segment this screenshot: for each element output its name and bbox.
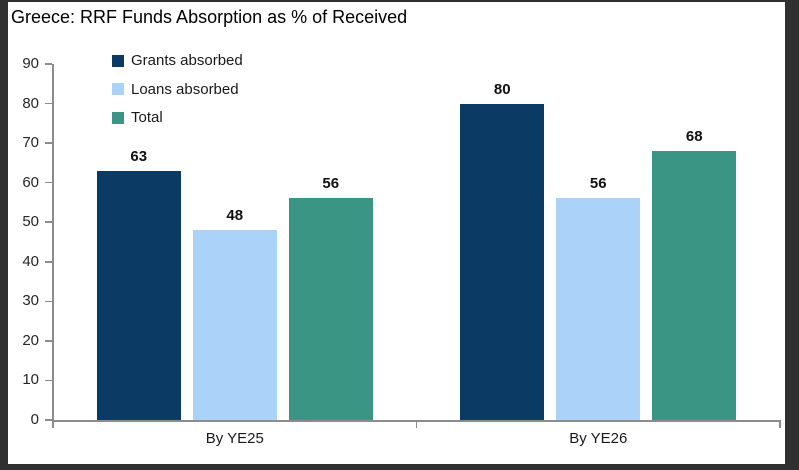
x-axis-tick xyxy=(779,420,781,428)
y-axis-tick-label: 70 xyxy=(22,134,39,152)
chart-canvas: Greece: RRF Funds Absorption as % of Rec… xyxy=(8,2,785,464)
bar-total xyxy=(288,198,373,420)
y-axis-tick-label: 0 xyxy=(30,411,39,428)
y-axis-tick-label: 50 xyxy=(22,213,39,231)
bar-value-label: 56 xyxy=(589,175,607,193)
x-axis-category-label: By YE25 xyxy=(205,430,264,447)
legend-item: Grants absorbed xyxy=(112,51,243,70)
y-axis-tick xyxy=(45,142,52,144)
y-axis-tick xyxy=(45,63,52,65)
bar-value-label: 48 xyxy=(226,207,244,225)
y-axis-tick xyxy=(45,102,52,105)
bar-value-label: 68 xyxy=(685,128,703,146)
chart-title: Greece: RRF Funds Absorption as % of Rec… xyxy=(11,7,408,27)
legend-label: Loans absorbed xyxy=(131,80,239,98)
y-axis-tick xyxy=(45,261,52,263)
y-axis-tick xyxy=(45,419,52,421)
y-axis-tick-label: 20 xyxy=(22,331,39,349)
x-axis-tick xyxy=(52,420,54,428)
legend-swatch xyxy=(112,111,124,124)
bar-value-label: 56 xyxy=(322,175,340,193)
legend-label: Grants absorbed xyxy=(131,52,243,69)
legend-label: Total xyxy=(131,109,163,126)
bar-loans-absorbed xyxy=(192,230,277,420)
y-axis-tick xyxy=(45,300,52,303)
y-axis-line xyxy=(52,64,54,420)
legend-swatch xyxy=(112,54,124,67)
bar-loans-absorbed xyxy=(556,198,641,420)
bar-grants-absorbed xyxy=(460,103,545,420)
y-axis-tick xyxy=(45,221,52,223)
legend-item: Loans absorbed xyxy=(112,80,239,99)
y-axis-tick xyxy=(45,181,52,184)
y-axis-tick-label: 80 xyxy=(22,94,39,112)
y-axis-tick xyxy=(45,379,52,382)
y-axis-tick xyxy=(45,340,52,342)
legend-item: Total xyxy=(112,108,163,127)
bar-value-label: 63 xyxy=(130,147,148,165)
bar-grants-absorbed xyxy=(96,170,181,420)
y-axis-tick-label: 40 xyxy=(22,252,39,270)
x-axis-category-label: By YE26 xyxy=(569,430,628,447)
legend-swatch xyxy=(112,83,124,95)
y-axis-tick-label: 90 xyxy=(22,55,39,72)
bar-total xyxy=(652,151,737,420)
x-axis-tick xyxy=(415,420,418,428)
y-axis-tick-label: 60 xyxy=(22,173,39,191)
y-axis-tick-label: 30 xyxy=(22,292,39,310)
bar-value-label: 80 xyxy=(493,80,511,98)
y-axis-tick-label: 10 xyxy=(22,371,39,389)
